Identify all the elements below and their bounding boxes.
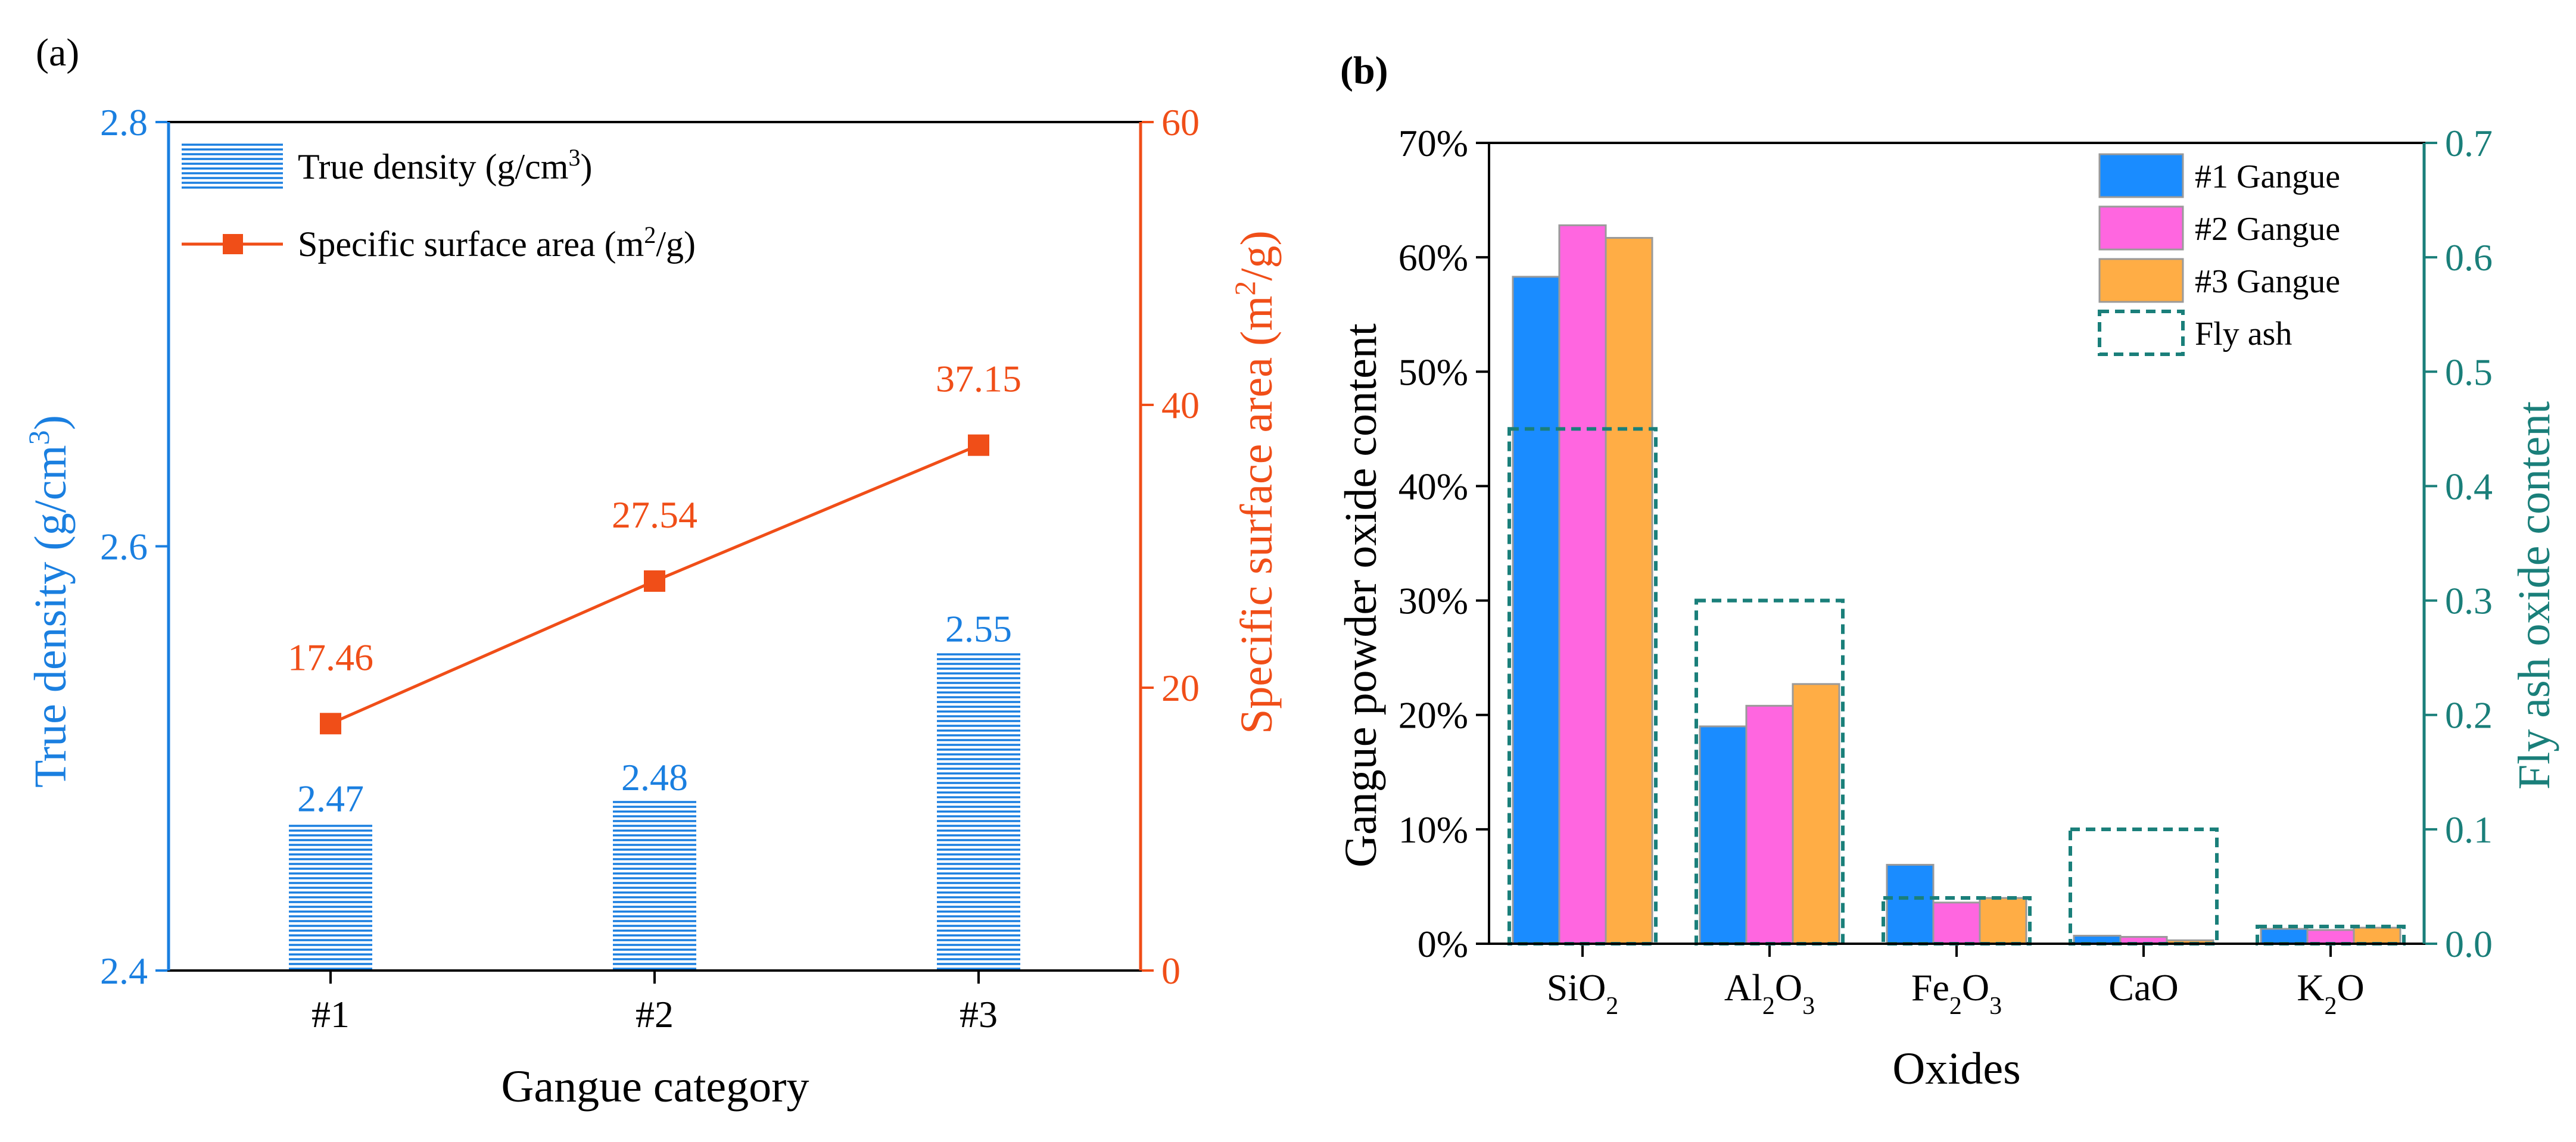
panel-b-label: (b) bbox=[1340, 49, 1388, 92]
y-right-tick-label-b: 0.0 bbox=[2445, 923, 2493, 965]
y-left-axis-label-b: Gangue powder oxide content bbox=[1336, 323, 1386, 868]
y-left-tick-label-a: 2.4 bbox=[100, 950, 148, 992]
density-bar bbox=[289, 825, 372, 970]
legend-swatch-marker bbox=[223, 234, 243, 254]
legend-bar-hatch bbox=[182, 143, 283, 189]
legend-label-4: Fly ash bbox=[2195, 316, 2292, 352]
panel-a-bars: 2.47 2.48 2.55 bbox=[289, 608, 1020, 970]
panel-a-line: 17.46 27.54 37.15 bbox=[288, 358, 1021, 735]
legend-swatch-gangue-3 bbox=[2098, 258, 2184, 303]
y-left-tick-label-b: 50% bbox=[1398, 351, 1468, 393]
legend-a: True density (g/cm3) Specific surface ar… bbox=[182, 143, 696, 264]
y-left-tick-label-b: 10% bbox=[1398, 809, 1468, 851]
y-right-axis-label-b: Fly ash oxide content bbox=[2509, 401, 2559, 790]
y-right-tick-label-b: 0.2 bbox=[2445, 694, 2493, 737]
density-data-label: 2.47 bbox=[297, 778, 364, 820]
legend-swatch-flyash bbox=[2098, 310, 2185, 356]
gangue-2-bar bbox=[1932, 901, 1981, 945]
x-tick-label-b: CaO bbox=[2108, 966, 2178, 1009]
x-tick-label-a: #3 bbox=[960, 993, 998, 1035]
surface-area-marker bbox=[320, 713, 341, 735]
panel-b: (b) Gangue powder oxide content Fly ash … bbox=[1336, 49, 2559, 1094]
y-right-tick-label-a: 40 bbox=[1161, 384, 1200, 426]
density-bar bbox=[613, 801, 696, 970]
legend-swatch-gangue-1 bbox=[2098, 153, 2184, 198]
y-right-tick-label-a: 0 bbox=[1161, 950, 1180, 992]
y-right-tick-label-b: 0.7 bbox=[2445, 122, 2493, 164]
surface-area-data-label: 17.46 bbox=[288, 636, 373, 678]
legend-label-1: #1 Gangue bbox=[2195, 158, 2340, 195]
y-left-tick-label-a: 2.8 bbox=[100, 101, 148, 143]
gangue-1-bar bbox=[2260, 928, 2309, 945]
gangue-1-bar bbox=[1512, 276, 1560, 945]
y-left-tick-label-b: 30% bbox=[1398, 580, 1468, 622]
y-left-tick-label-b: 20% bbox=[1398, 694, 1468, 737]
x-axis-label-b: Oxides bbox=[1892, 1044, 2020, 1094]
legend-b: #1 Gangue #2 Gangue #3 Gangue Fly ash bbox=[2098, 153, 2340, 356]
panel-a-label: (a) bbox=[36, 31, 79, 74]
panel-a-ticks: 2.4 2.6 2.8 0 20 40 60 #1 #2 #3 bbox=[100, 101, 1200, 1035]
x-axis-label-a: Gangue category bbox=[502, 1062, 809, 1112]
density-data-label: 2.55 bbox=[945, 608, 1012, 650]
x-tick-label-b: Al2O3 bbox=[1724, 966, 1815, 1020]
x-tick-label-b: Fe2O3 bbox=[1911, 966, 2002, 1020]
gangue-3-bar bbox=[1979, 897, 2027, 945]
y-right-axis-label-a: Specific surface area (m2/g) bbox=[1228, 230, 1282, 734]
y-right-tick-label-b: 0.3 bbox=[2445, 580, 2493, 622]
gangue-1-bar bbox=[1699, 725, 1748, 945]
flyash-bar bbox=[2069, 827, 2219, 946]
y-right-tick-label-b: 0.1 bbox=[2445, 809, 2493, 851]
legend-label-density: True density (g/cm3) bbox=[298, 144, 592, 187]
flyash-bar-outline bbox=[2069, 827, 2219, 946]
x-tick-label-b: SiO2 bbox=[1547, 966, 1619, 1020]
y-left-tick-label-b: 70% bbox=[1398, 122, 1468, 164]
gangue-3-bar bbox=[2353, 926, 2401, 945]
gangue-2-bar bbox=[1558, 224, 1607, 945]
gangue-1-bar bbox=[1886, 863, 1935, 945]
legend-label-2: #2 Gangue bbox=[2195, 211, 2340, 248]
density-data-label: 2.48 bbox=[621, 756, 688, 798]
surface-area-data-label: 37.15 bbox=[936, 358, 1021, 400]
y-left-tick-label-b: 60% bbox=[1398, 236, 1468, 279]
y-left-tick-label-b: 40% bbox=[1398, 465, 1468, 507]
surface-area-marker bbox=[968, 434, 989, 456]
panel-a: (a) True density (g/cm3) Specific surfac… bbox=[22, 31, 1282, 1112]
legend-swatch-bar bbox=[182, 143, 283, 189]
y-right-tick-label-a: 60 bbox=[1161, 101, 1200, 143]
legend-swatch-gangue-2 bbox=[2098, 205, 2184, 251]
gangue-3-bar bbox=[1792, 683, 1840, 945]
y-left-axis-label-a: True density (g/cm3) bbox=[22, 415, 76, 788]
panel-b-ticks: 0% 10% 20% 30% 40% 50% 60% 70% 0.0 0.1 0.2 0.3 0.4 0.… bbox=[1398, 122, 2493, 1020]
legend-label-surface-area: Specific surface area (m2/g) bbox=[298, 221, 696, 264]
gangue-3-bar bbox=[1605, 236, 1653, 945]
surface-area-marker bbox=[644, 570, 665, 592]
x-tick-label-a: #1 bbox=[312, 993, 350, 1035]
y-right-tick-label-b: 0.4 bbox=[2445, 465, 2493, 507]
gangue-2-bar bbox=[1745, 704, 1794, 945]
gangue-2-bar bbox=[2306, 929, 2355, 945]
density-bar bbox=[937, 653, 1020, 970]
y-right-tick-label-b: 0.6 bbox=[2445, 236, 2493, 279]
panel-b-bars bbox=[1507, 224, 2406, 946]
x-tick-label-a: #2 bbox=[636, 993, 674, 1035]
legend-label-3: #3 Gangue bbox=[2195, 263, 2340, 300]
y-left-tick-label-a: 2.6 bbox=[100, 526, 148, 568]
x-tick-label-b: K2O bbox=[2297, 966, 2364, 1020]
surface-area-data-label: 27.54 bbox=[612, 494, 697, 536]
y-right-tick-label-a: 20 bbox=[1161, 667, 1200, 709]
y-left-tick-label-b: 0% bbox=[1418, 923, 1468, 965]
y-right-tick-label-b: 0.5 bbox=[2445, 351, 2493, 393]
